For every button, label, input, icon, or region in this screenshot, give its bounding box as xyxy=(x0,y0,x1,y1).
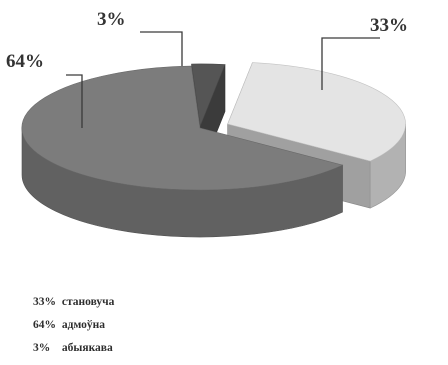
legend-item-pct: 3% xyxy=(33,342,51,354)
legend-item-3: 3% абыякава xyxy=(33,337,114,360)
pie-slice-top xyxy=(191,63,226,128)
pie-slice-2 xyxy=(21,65,344,238)
legend-item-2: 64% адмоўна xyxy=(33,314,114,337)
legend-item-pct: 64% xyxy=(33,319,56,331)
slice-percent-label: 33% xyxy=(370,15,408,36)
legend-item-text: абыякава xyxy=(61,342,113,354)
legend-item-1: 33% становуча xyxy=(33,291,114,314)
pie-slice-top xyxy=(227,62,406,162)
legend-item-text: адмоўна xyxy=(61,319,105,331)
leader-line xyxy=(66,74,83,128)
pie-chart: 33% 64% 3% xyxy=(6,9,408,238)
slice-percent-label: 3% xyxy=(97,9,126,30)
legend: 33% становуча 64% адмоўна 3% абыякава xyxy=(33,291,114,360)
leader-line xyxy=(321,37,380,90)
legend-item-text: становуча xyxy=(61,296,115,308)
slice-percent-label: 64% xyxy=(6,51,44,72)
leader-line xyxy=(140,31,183,66)
pie-slice-top xyxy=(21,65,344,191)
legend-item-pct: 33% xyxy=(33,296,56,308)
